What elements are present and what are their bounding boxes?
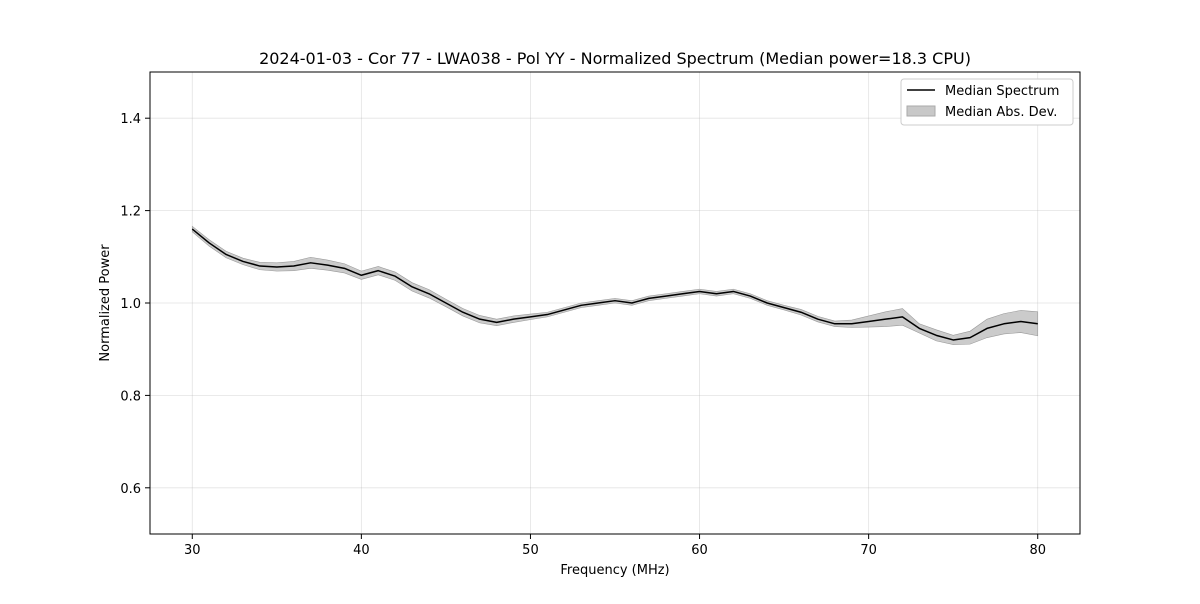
median-spectrum-point <box>699 291 701 293</box>
y-tick-label: 1.4 <box>120 112 141 127</box>
median-spectrum-point <box>682 293 684 295</box>
legend-box <box>900 78 1074 126</box>
median-spectrum-point <box>885 318 887 320</box>
median-spectrum-point <box>631 302 633 304</box>
median-spectrum-point <box>242 261 244 263</box>
median-spectrum-point <box>1003 323 1005 325</box>
median-spectrum-point <box>614 300 616 302</box>
median-spectrum-point <box>208 242 210 244</box>
median-spectrum-point <box>1020 321 1022 323</box>
y-tick-label: 1.0 <box>120 297 141 312</box>
median-spectrum-point <box>394 275 396 277</box>
median-spectrum-point <box>969 337 971 339</box>
median-spectrum-point <box>935 335 937 337</box>
median-spectrum-point <box>513 318 515 320</box>
axis-ticks: 30 40 50 60 70 80 0.6 0.8 1.0 1.2 1.4 <box>120 112 1046 558</box>
x-tick-label: 40 <box>353 543 370 558</box>
x-tick-label: 80 <box>1029 543 1046 558</box>
median-spectrum-point <box>530 316 532 318</box>
median-spectrum-point <box>411 286 413 288</box>
median-spectrum-point <box>225 254 227 256</box>
median-spectrum-point <box>563 309 565 311</box>
median-spectrum-point <box>496 322 498 324</box>
median-spectrum-point <box>445 302 447 304</box>
legend-label-median-spectrum: Median Spectrum <box>945 84 1059 99</box>
median-spectrum-point <box>716 293 718 295</box>
median-spectrum-point <box>361 274 363 276</box>
median-spectrum-point <box>293 265 295 267</box>
median-spectrum-point <box>648 298 650 300</box>
median-spectrum-point <box>834 323 836 325</box>
median-spectrum-point <box>986 328 988 330</box>
median-spectrum-point <box>800 311 802 313</box>
median-spectrum-point <box>310 262 312 264</box>
median-spectrum-point <box>851 323 853 325</box>
median-spectrum-point <box>902 316 904 318</box>
mad-band-layer <box>191 225 1039 345</box>
median-spectrum-point <box>733 291 735 293</box>
median-spectrum-point <box>344 268 346 270</box>
median-line-layer <box>191 228 1039 341</box>
median-spectrum-point <box>276 266 278 268</box>
median-spectrum-point <box>766 302 768 304</box>
legend-label-median-abs-dev: Median Abs. Dev. <box>945 105 1057 120</box>
legend-band-swatch <box>906 105 936 117</box>
x-tick-label: 60 <box>691 543 708 558</box>
median-spectrum-point <box>1037 323 1039 325</box>
median-spectrum-point <box>817 318 819 320</box>
median-spectrum-point <box>377 270 379 272</box>
median-spectrum-point <box>749 295 751 297</box>
median-spectrum-point <box>580 305 582 307</box>
median-spectrum-point <box>783 307 785 309</box>
median-spectrum-point <box>597 302 599 304</box>
median-spectrum-point <box>952 339 954 341</box>
median-spectrum-point <box>428 293 430 295</box>
median-spectrum-point <box>327 264 329 266</box>
x-axis-label: Frequency (MHz) <box>560 563 669 578</box>
mad-band <box>191 225 1039 345</box>
y-tick-label: 0.8 <box>120 389 141 404</box>
median-spectrum-point <box>259 265 261 267</box>
x-tick-label: 70 <box>860 543 877 558</box>
y-axis-label: Normalized Power <box>98 244 113 362</box>
median-spectrum-point <box>919 328 921 330</box>
median-spectrum-point <box>462 311 464 313</box>
y-tick-label: 0.6 <box>120 482 141 497</box>
y-tick-label: 1.2 <box>120 205 141 220</box>
median-spectrum-point <box>665 295 667 297</box>
x-tick-label: 50 <box>522 543 539 558</box>
median-spectrum-point <box>479 318 481 320</box>
x-tick-label: 30 <box>184 543 201 558</box>
median-spectrum-point <box>547 314 549 316</box>
chart-title: 2024-01-03 - Cor 77 - LWA038 - Pol YY - … <box>259 49 971 68</box>
median-spectrum-point <box>868 321 870 323</box>
median-spectrum-line <box>191 228 1038 341</box>
median-spectrum-point <box>191 228 193 230</box>
legend: Median Spectrum Median Abs. Dev. <box>900 78 1074 126</box>
